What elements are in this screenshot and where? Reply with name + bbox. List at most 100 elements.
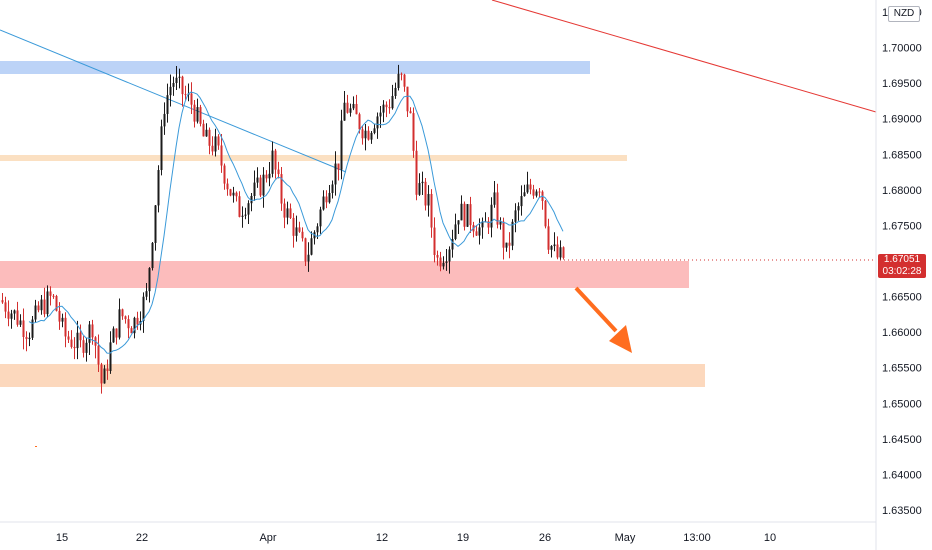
candle-body	[412, 113, 415, 151]
time-tick-label: 13:00	[683, 532, 711, 544]
candle-body	[148, 268, 151, 292]
time-tick-label: Apr	[259, 532, 276, 544]
candle-body	[436, 254, 439, 258]
candle-body	[376, 116, 379, 129]
candle-body	[544, 200, 547, 227]
candle-body	[145, 291, 148, 297]
support-zone[interactable]	[0, 261, 689, 288]
candle-body	[55, 296, 58, 311]
candle-body	[202, 123, 205, 137]
price-tick-label: 1.65000	[882, 398, 922, 410]
candle-body	[91, 324, 94, 338]
candle-body	[391, 95, 394, 109]
candle-body	[523, 192, 526, 197]
candle-body	[463, 203, 466, 227]
candle-body	[217, 136, 220, 146]
candle-body	[193, 104, 196, 122]
candle-body	[520, 196, 523, 207]
candle-body	[166, 95, 169, 114]
candle-body	[109, 342, 112, 371]
candle-body	[304, 238, 307, 262]
red-trendline[interactable]	[491, 0, 877, 113]
candle-body	[295, 227, 298, 236]
candle-body	[37, 305, 40, 311]
candle-body	[448, 249, 451, 262]
moving-average-line	[28, 91, 564, 354]
time-tick-label: 15	[56, 532, 68, 544]
price-tick-label: 1.70000	[882, 43, 922, 55]
countdown-timer: 03:02:28	[882, 266, 922, 277]
candle-body	[529, 184, 532, 190]
candle-body	[130, 328, 133, 334]
candle-body	[184, 94, 187, 96]
time-tick-label: 12	[376, 532, 388, 544]
candle-body	[496, 192, 499, 225]
candle-body	[43, 299, 46, 315]
candle-body	[535, 191, 538, 196]
candle-body	[433, 227, 436, 255]
candle-body	[493, 192, 496, 205]
resistance-zone[interactable]	[0, 61, 590, 74]
candle-body	[409, 111, 412, 114]
down-arrow-icon[interactable]	[574, 286, 632, 353]
currency-badge[interactable]: NZD	[888, 6, 920, 22]
candle-body	[115, 328, 118, 338]
candle-body	[88, 324, 91, 343]
candle-body	[235, 192, 238, 197]
candle-body	[127, 319, 130, 329]
target-zone[interactable]	[0, 364, 705, 387]
candle-body	[526, 184, 529, 193]
candle-body	[469, 204, 472, 226]
candle-body	[22, 320, 25, 337]
mid-level-zone[interactable]	[0, 155, 627, 161]
candle-body	[208, 129, 211, 146]
candle-body	[151, 242, 154, 269]
candle-body	[388, 107, 391, 109]
candle-body	[352, 103, 355, 109]
candle-body	[1, 300, 4, 303]
candle-body	[451, 239, 454, 250]
candle-body	[58, 310, 61, 322]
candle-body	[154, 205, 157, 243]
candle-body	[502, 221, 505, 248]
candle-body	[319, 209, 322, 227]
candle-body	[163, 113, 166, 127]
candles-group	[1, 64, 565, 394]
candle-body	[277, 169, 280, 175]
candle-body	[232, 192, 235, 196]
candle-body	[13, 310, 16, 314]
price-tick-label: 1.66000	[882, 327, 922, 339]
candle-body	[97, 345, 100, 365]
candle-body	[121, 309, 124, 317]
candle-body	[229, 189, 232, 196]
candle-body	[223, 165, 226, 184]
candle-body	[307, 254, 310, 262]
candle-body	[550, 246, 553, 250]
candle-body	[160, 126, 163, 171]
candle-body	[340, 120, 343, 170]
candle-body	[559, 247, 562, 258]
price-axis[interactable]: 1.705001.700001.695001.690001.685001.680…	[882, 7, 922, 517]
candle-body	[430, 193, 433, 228]
candle-body	[286, 208, 289, 218]
candle-body	[280, 174, 283, 204]
candle-body	[454, 224, 457, 240]
candle-body	[205, 129, 208, 137]
candle-body	[226, 183, 229, 190]
candle-body	[172, 83, 175, 87]
candle-body	[61, 317, 64, 322]
candle-body	[487, 221, 490, 228]
candle-body	[385, 104, 388, 108]
blue-trendline[interactable]	[0, 29, 347, 173]
candle-body	[244, 214, 247, 216]
candle-body	[25, 336, 28, 340]
candle-body	[382, 104, 385, 113]
time-axis[interactable]: 15 22 Apr 12 19 26 May 13:00 10	[56, 532, 776, 544]
last-price-label: 1.67051 03:02:28	[878, 254, 926, 278]
candle-body	[190, 93, 193, 105]
candle-body	[133, 317, 136, 334]
candle-body	[442, 262, 445, 267]
candle-body	[532, 189, 535, 196]
candle-body	[262, 174, 265, 196]
